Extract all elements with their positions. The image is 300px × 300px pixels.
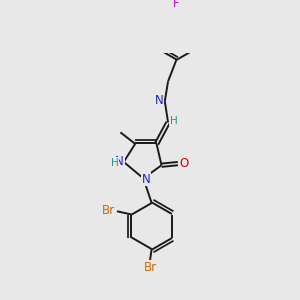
Text: H: H	[111, 158, 119, 168]
Text: H: H	[170, 116, 178, 126]
Text: N: N	[155, 94, 164, 107]
Text: Br: Br	[102, 204, 115, 217]
Text: Br: Br	[143, 261, 157, 274]
Text: F: F	[173, 0, 180, 10]
Text: N: N	[142, 173, 150, 186]
Text: O: O	[179, 157, 188, 170]
Text: N: N	[115, 155, 124, 168]
